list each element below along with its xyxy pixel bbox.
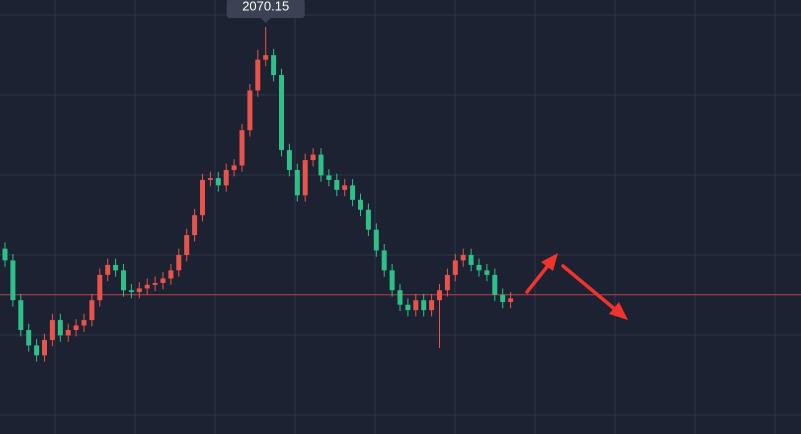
candle-body [34, 345, 40, 356]
candle-body [492, 274, 498, 295]
candle-body [168, 270, 174, 279]
candle-body [326, 175, 332, 180]
candle-body [381, 250, 387, 271]
candle-body [231, 165, 237, 170]
arrow-up [525, 261, 552, 294]
candle-body [49, 320, 55, 340]
candle-body [144, 284, 150, 289]
arrow-head [609, 302, 628, 320]
candle-body [239, 130, 245, 166]
candle-body [26, 330, 32, 346]
candle-body [160, 278, 166, 284]
annotation-label: 2070.15 [242, 0, 289, 13]
arrow-head [541, 253, 558, 271]
candle-body [113, 264, 119, 271]
candle-body [444, 274, 450, 291]
candle-body [413, 300, 419, 311]
candle-body [484, 270, 490, 275]
candle-body [358, 199, 363, 210]
candle-body [452, 260, 458, 275]
candle-body [247, 90, 253, 131]
candle-body [192, 215, 198, 236]
candle-body [421, 300, 427, 311]
candle-body [89, 300, 95, 321]
candle-body [215, 178, 221, 186]
candle-body [121, 270, 126, 291]
candle-body [397, 290, 403, 305]
candle-body [286, 150, 292, 170]
arrow-down [561, 264, 619, 313]
candle-body [152, 283, 158, 285]
candle-body [97, 274, 103, 301]
candles [0, 26, 801, 362]
candle-body [318, 154, 324, 176]
candle-body [255, 59, 261, 91]
candle-body [373, 229, 379, 251]
candle-body [128, 290, 134, 293]
candle-body [468, 254, 474, 265]
candle-body [65, 330, 71, 336]
candle-body [500, 294, 506, 302]
candle-body [73, 325, 79, 331]
candle-body [429, 300, 435, 311]
candle-body [42, 339, 47, 356]
candle-body [302, 160, 308, 196]
candle-body [389, 270, 395, 291]
candle-body [81, 320, 87, 326]
candle-body [10, 260, 16, 301]
candle-body [2, 248, 8, 261]
candle-body [279, 75, 284, 151]
candle-body [476, 264, 482, 271]
candle-body [334, 179, 340, 190]
candle-body [263, 55, 269, 60]
candle-body [176, 254, 182, 271]
candle-body [437, 290, 442, 301]
candle-body [207, 178, 213, 180]
high-annotation: 2070.15 [226, 0, 305, 23]
candle-body [342, 185, 348, 190]
candle-body [271, 55, 277, 76]
candle-body [405, 304, 411, 311]
annotation-box [226, 0, 305, 23]
candle-body [460, 254, 466, 261]
candle-body [350, 185, 356, 200]
candle-body [184, 235, 190, 255]
candle-body [200, 179, 205, 216]
candle-body [310, 154, 316, 161]
candle-body [105, 264, 111, 275]
candle-body [18, 300, 24, 331]
arrows [525, 253, 628, 320]
candle-body [57, 320, 63, 336]
candle-body [508, 298, 514, 302]
candle-body [294, 169, 300, 196]
candle-body [136, 288, 142, 293]
candle-body [223, 169, 229, 186]
candle-body [365, 209, 371, 230]
